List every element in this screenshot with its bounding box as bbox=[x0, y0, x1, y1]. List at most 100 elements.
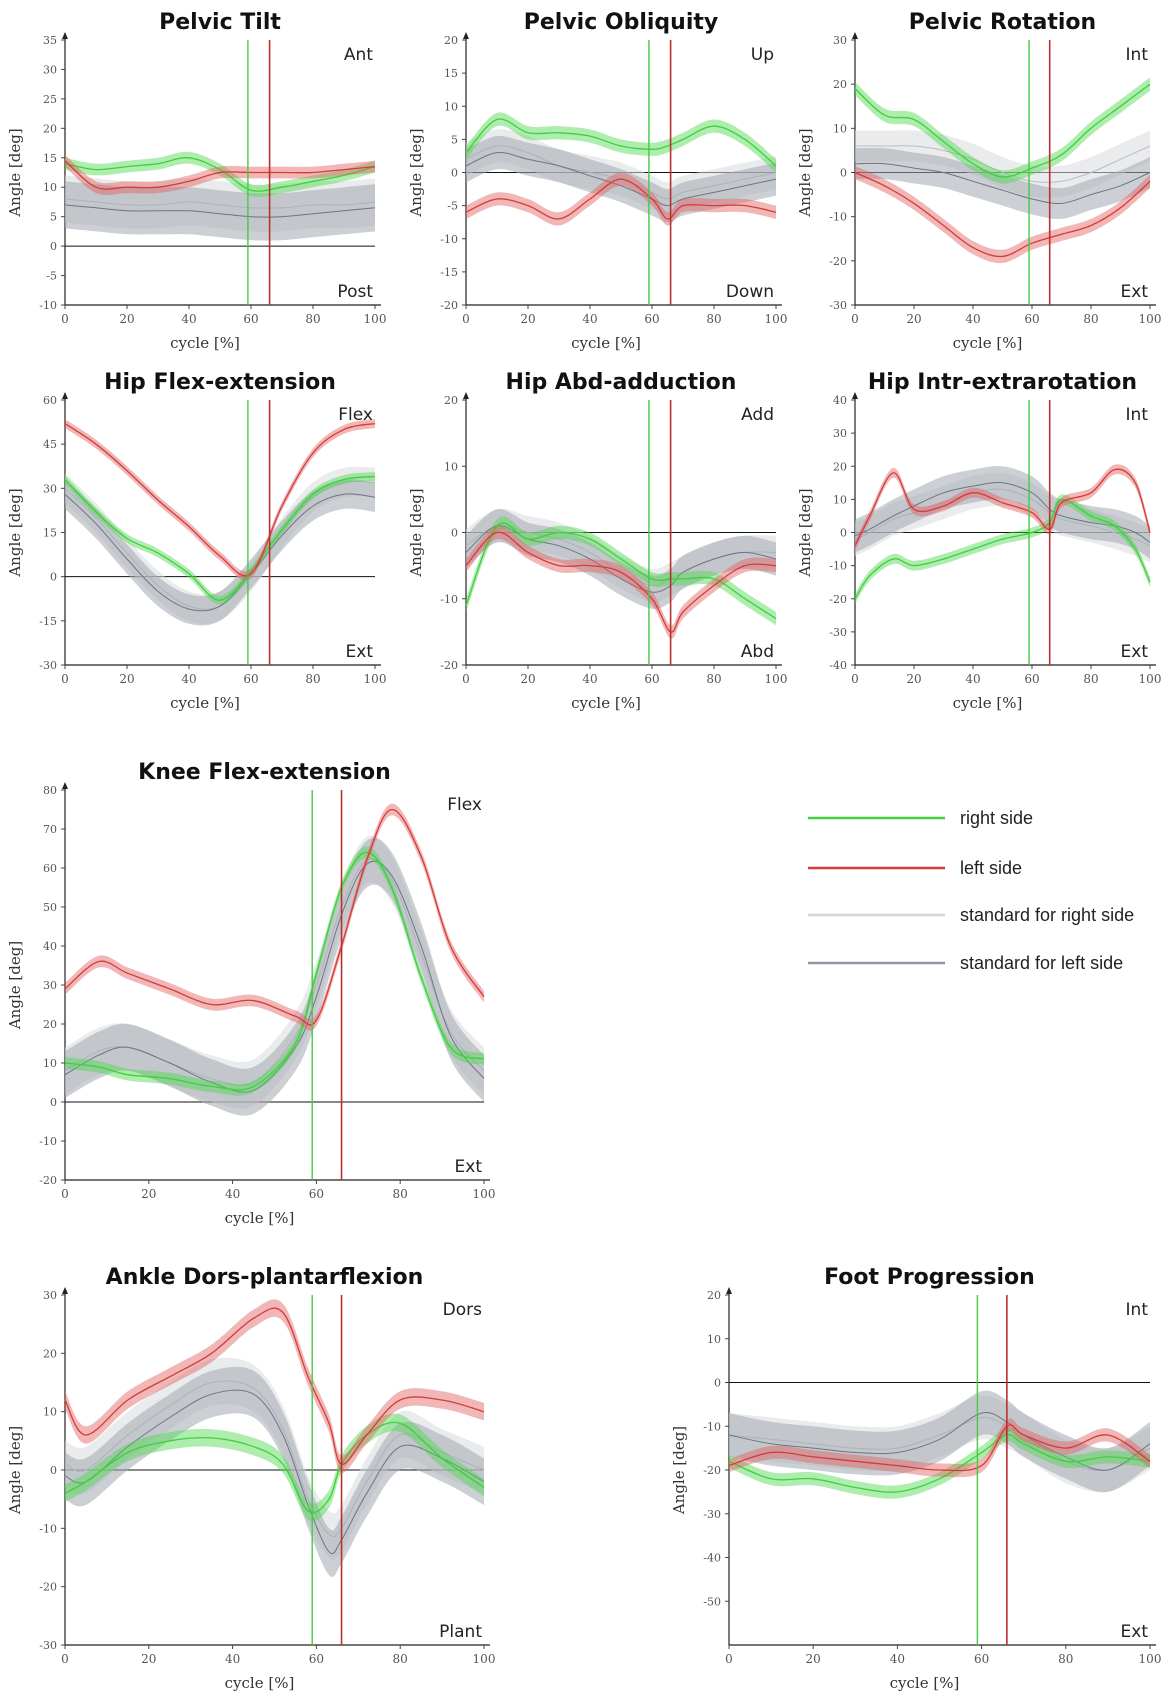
x-tick-label: 40 bbox=[965, 312, 980, 326]
y-tick-label: 30 bbox=[833, 427, 847, 440]
series-line-standard_left bbox=[728, 1411, 1151, 1471]
series-line-standard_left bbox=[64, 493, 376, 612]
bottom-direction-label: Ext bbox=[1121, 282, 1149, 302]
series-line-right bbox=[854, 498, 1151, 600]
series-line-standard_left bbox=[854, 482, 1151, 543]
x-tick-label: 0 bbox=[61, 672, 69, 686]
y-tick-label: 15 bbox=[444, 67, 458, 80]
x-tick-label: 40 bbox=[225, 1187, 240, 1201]
y-tick-label: -10 bbox=[39, 1135, 57, 1148]
y-tick-label: 40 bbox=[43, 940, 57, 953]
y-axis-arrow bbox=[62, 782, 68, 789]
series-band-standard_left bbox=[855, 466, 1150, 559]
series-band-left bbox=[466, 525, 776, 639]
x-tick-label: 80 bbox=[1058, 1652, 1073, 1666]
x-axis-label: cycle [%] bbox=[225, 1209, 295, 1227]
y-axis-label: Angle [deg] bbox=[407, 128, 425, 217]
x-tick-label: 20 bbox=[906, 672, 921, 686]
series-line-right bbox=[64, 475, 376, 601]
series-line-standard_right bbox=[855, 145, 1151, 183]
x-tick-label: 0 bbox=[851, 312, 859, 326]
y-axis-arrow bbox=[852, 32, 858, 39]
y-axis-label: Angle [deg] bbox=[6, 1426, 24, 1515]
series-line-right bbox=[465, 118, 777, 167]
x-tick-label: 80 bbox=[706, 672, 721, 686]
chart-pelvic-obliquity: Pelvic Obliquity -20 -15 -10 -5 0 5 10 15 20 0 20 40… bbox=[407, 10, 787, 352]
series-band-standard_left bbox=[855, 147, 1150, 220]
x-tick-label: 40 bbox=[890, 1652, 905, 1666]
y-tick-label: 20 bbox=[43, 1018, 57, 1031]
series-band-left bbox=[855, 464, 1150, 551]
y-tick-label: -40 bbox=[703, 1552, 721, 1565]
y-tick-label: 20 bbox=[43, 1347, 57, 1360]
series-line-right bbox=[854, 83, 1151, 178]
series-band-left bbox=[65, 803, 484, 1031]
y-axis-arrow bbox=[62, 1287, 68, 1294]
y-tick-label: -20 bbox=[703, 1464, 721, 1477]
x-tick-label: 0 bbox=[851, 672, 859, 686]
bottom-direction-label: Down bbox=[726, 282, 774, 302]
y-tick-label: -10 bbox=[829, 560, 847, 573]
top-direction-label: Dors bbox=[443, 1300, 482, 1320]
x-axis-label: cycle [%] bbox=[170, 694, 240, 712]
bottom-direction-label: Ext bbox=[346, 642, 374, 662]
chart-title: Hip Abd-adduction bbox=[506, 370, 737, 395]
y-tick-label: 30 bbox=[43, 1289, 57, 1302]
y-tick-label: 20 bbox=[707, 1289, 721, 1302]
x-tick-label: 40 bbox=[965, 672, 980, 686]
series-line-standard_left bbox=[64, 204, 376, 218]
top-direction-label: Ant bbox=[344, 45, 373, 65]
y-tick-label: 25 bbox=[43, 93, 57, 106]
y-tick-label: -15 bbox=[440, 266, 458, 279]
x-tick-label: 100 bbox=[765, 312, 788, 326]
chart-foot-progression: Foot Progression -50 -40 -30 -20 -10 0 10 20 0 20 4… bbox=[670, 1265, 1161, 1692]
series-band-left bbox=[65, 1299, 484, 1474]
chart-ankle-dors-plantarflexion: Ankle Dors-plantarflexion -30 -20 -10 0 10 20 3… bbox=[6, 1265, 495, 1692]
y-tick-label: -40 bbox=[829, 659, 847, 672]
top-direction-label: Flex bbox=[447, 795, 482, 815]
series-band-right bbox=[855, 77, 1150, 184]
x-tick-label: 60 bbox=[243, 672, 258, 686]
x-tick-label: 60 bbox=[1024, 312, 1039, 326]
y-axis-arrow bbox=[62, 32, 68, 39]
y-tick-label: 30 bbox=[43, 63, 57, 76]
x-axis-label: cycle [%] bbox=[953, 334, 1023, 352]
series-band-standard_left bbox=[729, 1390, 1150, 1493]
y-tick-label: 35 bbox=[43, 34, 57, 47]
chart-title: Pelvic Rotation bbox=[909, 10, 1096, 35]
y-tick-label: -20 bbox=[829, 255, 847, 268]
y-tick-label: 0 bbox=[50, 240, 57, 253]
y-tick-label: 60 bbox=[43, 394, 57, 407]
x-tick-label: 20 bbox=[520, 672, 535, 686]
y-tick-label: 5 bbox=[451, 133, 458, 146]
x-tick-label: 80 bbox=[305, 672, 320, 686]
x-tick-label: 60 bbox=[644, 312, 659, 326]
x-tick-label: 60 bbox=[1024, 672, 1039, 686]
legend-label-left: left side bbox=[960, 858, 1022, 878]
y-tick-label: -5 bbox=[46, 270, 57, 283]
series-line-standard_left bbox=[854, 162, 1151, 205]
x-tick-label: 20 bbox=[806, 1652, 821, 1666]
y-tick-label: -10 bbox=[39, 299, 57, 312]
x-tick-label: 60 bbox=[309, 1652, 324, 1666]
y-tick-label: 0 bbox=[714, 1377, 721, 1390]
bottom-direction-label: Post bbox=[337, 282, 373, 302]
top-direction-label: Int bbox=[1126, 45, 1149, 65]
y-tick-label: -50 bbox=[703, 1595, 721, 1608]
x-tick-label: 100 bbox=[765, 672, 788, 686]
chart-title: Ankle Dors-plantarflexion bbox=[106, 1265, 424, 1290]
x-tick-label: 60 bbox=[974, 1652, 989, 1666]
top-direction-label: Up bbox=[751, 45, 774, 65]
y-tick-label: -20 bbox=[440, 659, 458, 672]
series-line-left bbox=[64, 1307, 485, 1465]
legend-label-right: right side bbox=[960, 808, 1033, 828]
y-tick-label: 10 bbox=[833, 122, 847, 135]
y-axis-label: Angle [deg] bbox=[6, 128, 24, 217]
legend: right side left side standard for right … bbox=[808, 808, 1134, 973]
y-tick-label: 0 bbox=[840, 527, 847, 540]
y-tick-label: 20 bbox=[444, 34, 458, 47]
y-axis-label: Angle [deg] bbox=[6, 488, 24, 577]
series-line-right bbox=[64, 1421, 485, 1514]
